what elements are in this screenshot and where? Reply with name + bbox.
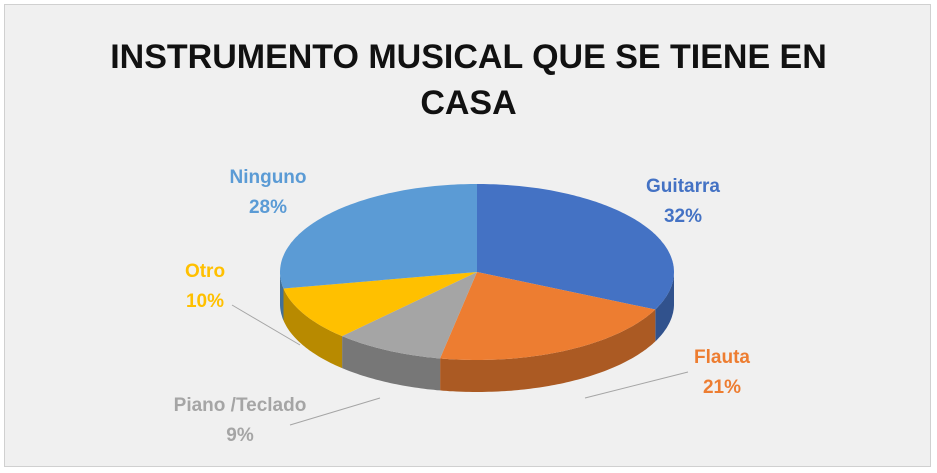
slice-side <box>655 272 674 342</box>
leader-line <box>231 304 301 346</box>
leader-line <box>584 371 689 399</box>
slice-side <box>342 336 441 391</box>
data-label-value: 21% <box>703 377 741 398</box>
slice-side <box>440 309 656 392</box>
slice-side <box>280 272 284 321</box>
data-label-value: 10% <box>186 291 224 312</box>
slice <box>280 184 477 289</box>
chart-title: INSTRUMENTO MUSICAL QUE SE TIENE EN CASA <box>110 38 827 122</box>
data-label-name: Flauta <box>694 347 750 368</box>
slice-side <box>283 288 343 369</box>
data-label-value: 28% <box>249 197 287 218</box>
slice <box>283 272 477 337</box>
data-label-name: Otro <box>185 261 225 282</box>
data-label-value: 9% <box>226 425 254 446</box>
data-label-name: Piano /Teclado <box>174 395 307 416</box>
data-label-value: 32% <box>664 206 702 227</box>
data-label-name: Guitarra <box>646 176 720 197</box>
slice <box>477 184 674 310</box>
slice <box>342 272 477 359</box>
leader-line <box>289 397 381 426</box>
slice <box>440 272 656 360</box>
data-label-name: Ninguno <box>229 167 306 188</box>
